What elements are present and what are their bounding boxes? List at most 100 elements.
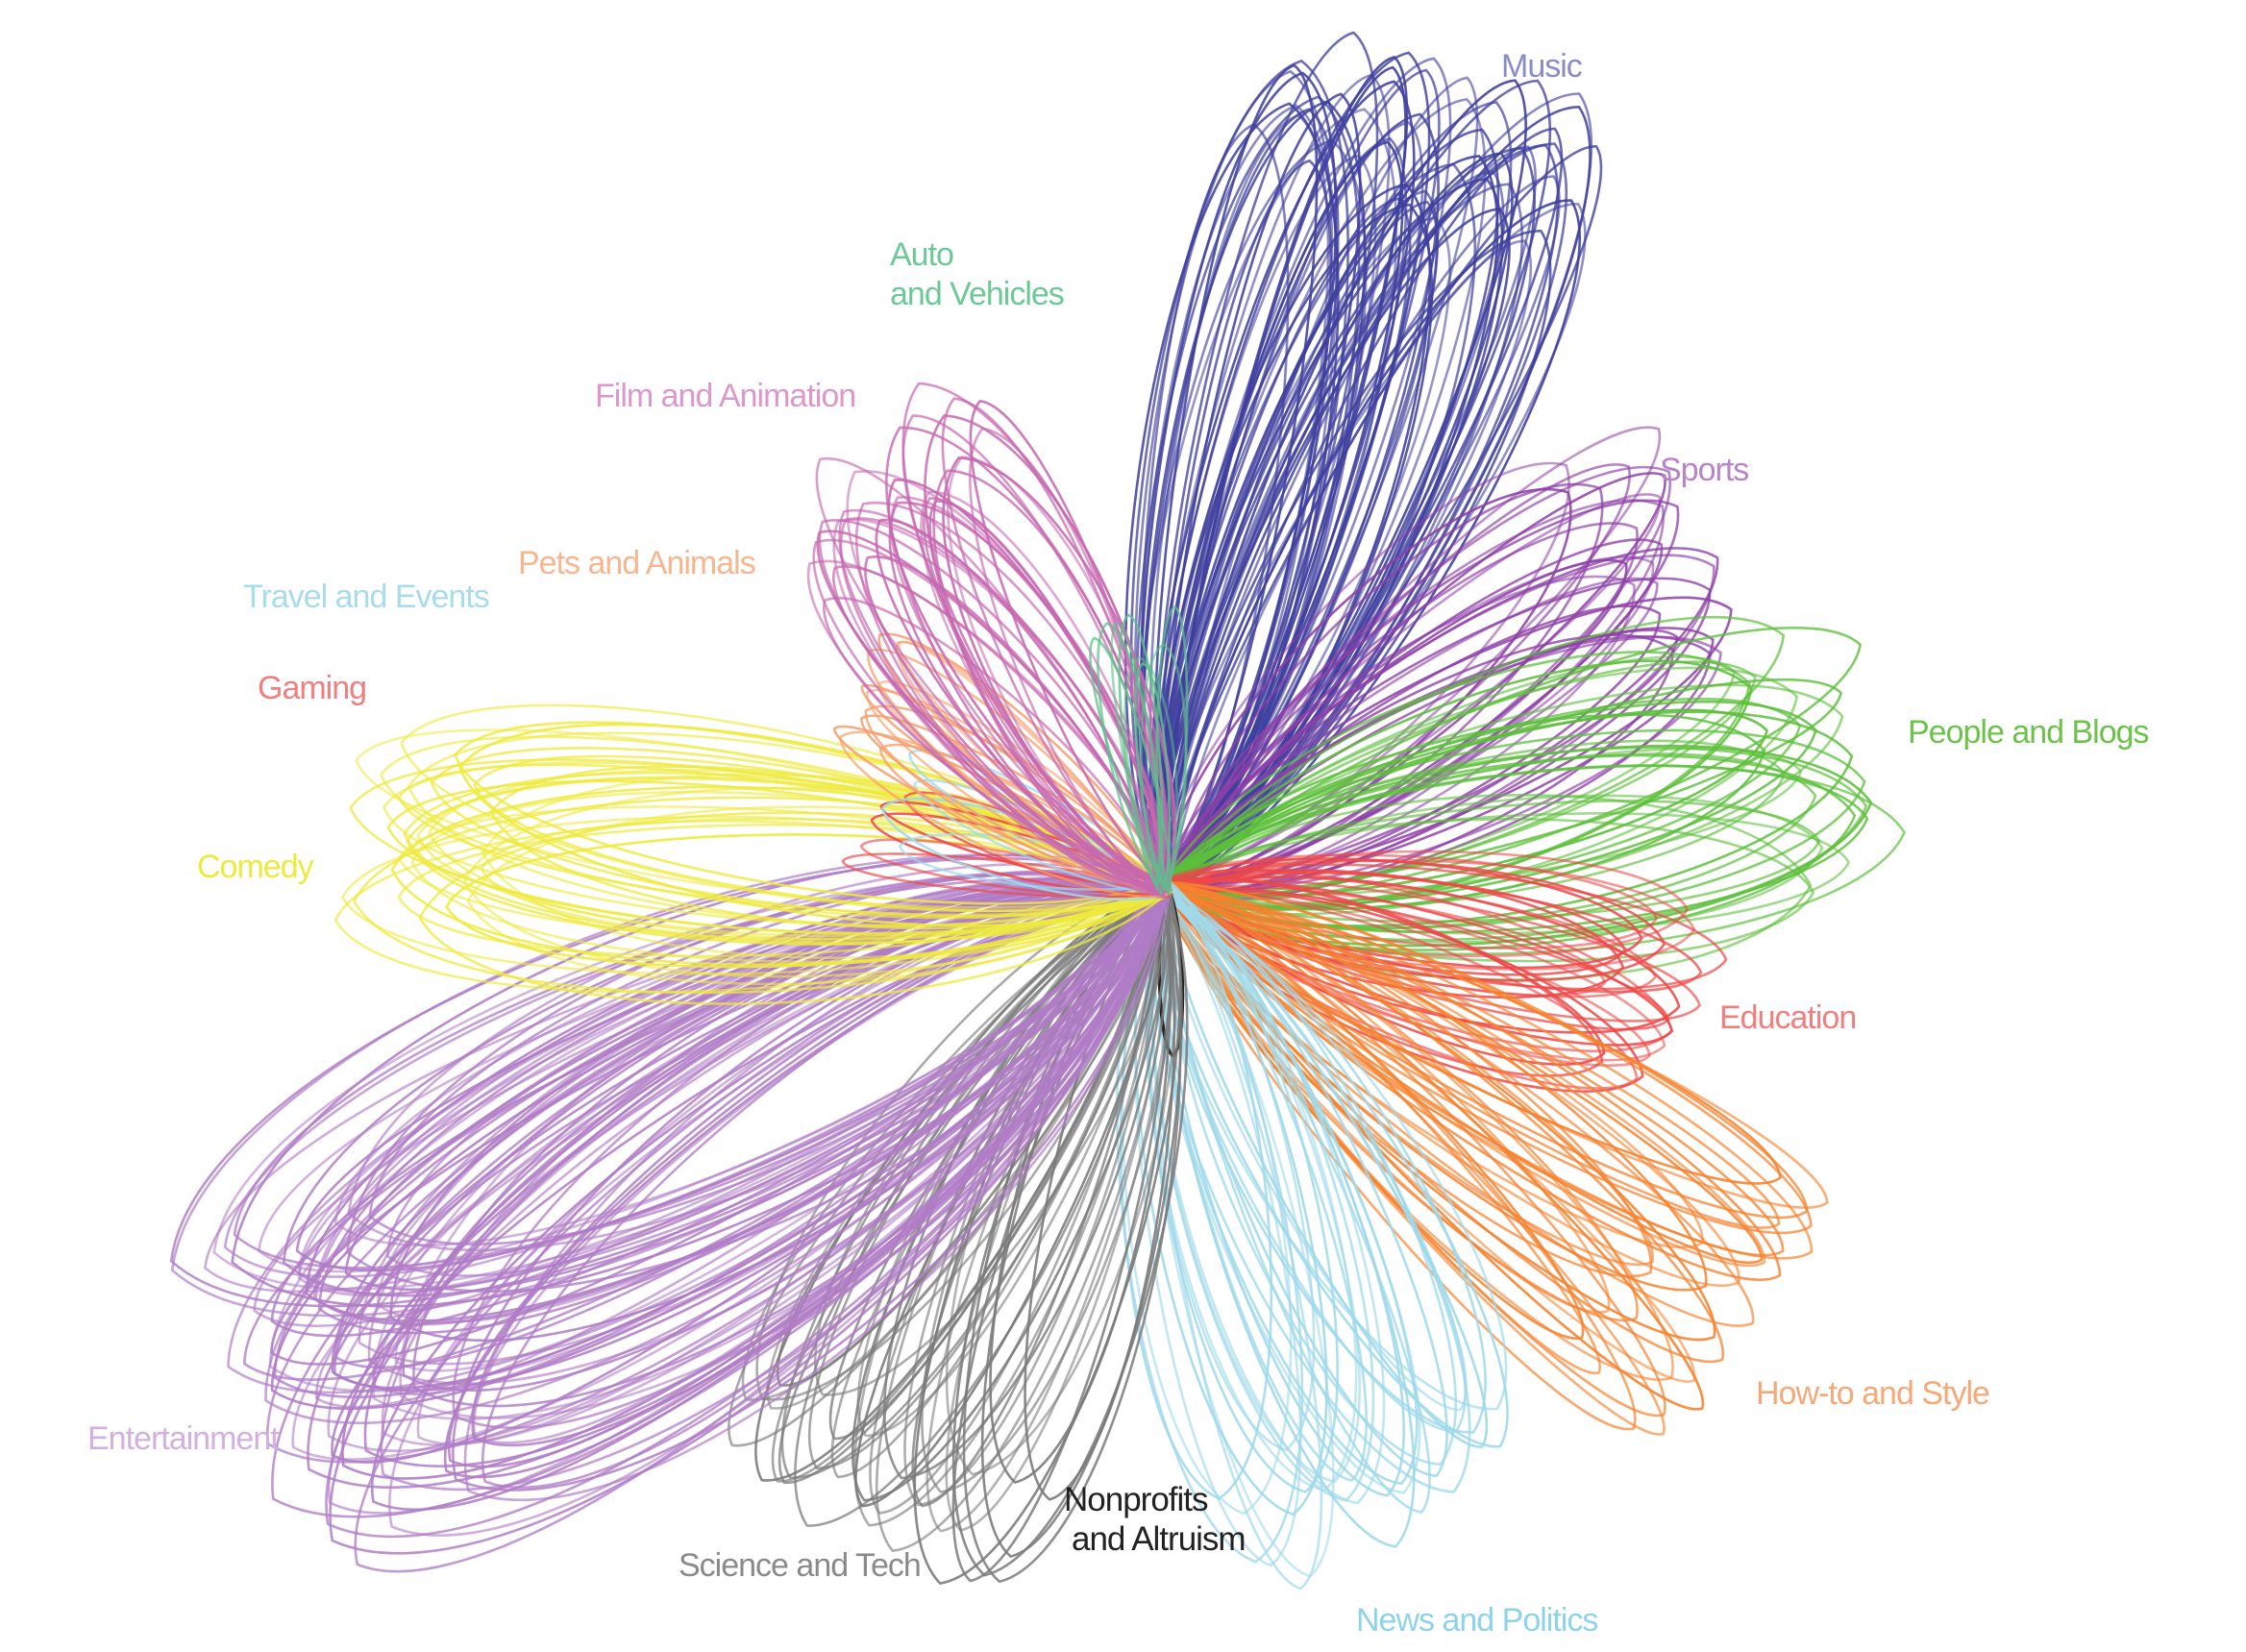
loop-how-to-and-style [1157, 880, 1637, 1431]
loop-comedy [397, 823, 1170, 958]
loop-education [1154, 863, 1728, 991]
loop-how-to-and-style [1160, 883, 1601, 1374]
loop-music [1153, 197, 1412, 885]
loop-how-to-and-style [1162, 881, 1813, 1235]
petal-entertainment [169, 853, 1172, 1573]
loop-people-and-blogs [1153, 678, 1843, 895]
loop-entertainment [212, 874, 1161, 1291]
loop-music [1140, 104, 1338, 892]
loop-gaming [870, 812, 1172, 896]
loop-how-to-and-style [1166, 880, 1724, 1364]
label-sports: Sports [1660, 452, 1749, 488]
loop-science-and-tech [945, 881, 1178, 1476]
loop-film-and-animation [924, 414, 1167, 895]
loop-people-and-blogs [1155, 746, 1868, 942]
label-travel-and-events: Travel and Events [243, 579, 490, 615]
loop-education [1155, 853, 1659, 949]
label-comedy: Comedy [197, 849, 314, 885]
loop-news-and-politics [1160, 890, 1468, 1412]
label-news-and-politics: News and Politics [1356, 1602, 1598, 1639]
loop-music [1154, 144, 1603, 896]
label-entertainment: Entertainment [87, 1420, 280, 1457]
loop-science-and-tech [913, 881, 1182, 1585]
loop-entertainment [463, 885, 1172, 1502]
loop-sports [1165, 522, 1639, 891]
loop-sports [1156, 493, 1661, 887]
loop-news-and-politics [1121, 893, 1293, 1516]
loop-comedy [397, 763, 1173, 917]
label-film-and-animation: Film and Animation [595, 378, 856, 414]
loop-music [1161, 229, 1552, 897]
loop-science-and-tech [728, 881, 1167, 1447]
loop-comedy [473, 754, 1172, 913]
loop-auto-and-vehicles [1118, 613, 1164, 893]
loop-entertainment [233, 877, 1160, 1270]
loop-music [1153, 57, 1452, 891]
loop-film-and-animation [920, 490, 1164, 888]
loop-entertainment [388, 890, 1163, 1537]
loop-sports [1159, 575, 1636, 891]
label-pets-and-animals: Pets and Animals [518, 545, 756, 581]
loop-entertainment [169, 856, 1168, 1308]
loop-sports [1167, 499, 1665, 896]
loop-news-and-politics [1161, 894, 1487, 1434]
label-science-and-tech: Science and Tech [679, 1547, 922, 1584]
label-gaming: Gaming [258, 670, 367, 706]
label-auto-and-vehicles: Auto and Vehicles [890, 235, 1065, 314]
loop-comedy [380, 735, 1159, 920]
loop-film-and-animation [838, 508, 1167, 898]
loop-education [1161, 869, 1625, 999]
loop-music [1163, 121, 1424, 889]
loop-entertainment [243, 883, 1170, 1381]
loop-news-and-politics [1165, 888, 1457, 1467]
loop-news-and-politics [1167, 889, 1448, 1478]
loop-film-and-animation [969, 427, 1164, 894]
loop-news-and-politics [1153, 885, 1509, 1448]
loop-gaming [859, 838, 1162, 899]
loop-sports [1159, 635, 1722, 893]
petal-how-to-and-style [1152, 879, 1829, 1436]
loop-comedy [407, 731, 1160, 927]
loop-how-to-and-style [1163, 889, 1755, 1327]
petal-film-and-animation [806, 382, 1177, 899]
loop-how-to-and-style [1154, 879, 1766, 1268]
loop-science-and-tech [814, 892, 1172, 1396]
loop-entertainment [331, 892, 1160, 1464]
label-line: and Vehicles [890, 276, 1065, 312]
loop-news-and-politics [1150, 892, 1471, 1493]
loop-how-to-and-style [1164, 880, 1782, 1281]
loop-comedy [353, 796, 1172, 995]
label-line: and Altruism [1072, 1520, 1246, 1558]
loop-entertainment [372, 887, 1168, 1420]
loop-how-to-and-style [1166, 891, 1814, 1260]
loop-music [1169, 199, 1582, 896]
loop-how-to-and-style [1152, 884, 1696, 1383]
loop-pets-and-animals [877, 632, 1167, 884]
label-nonprofits-and-altruism: Nonprofits and Altruism [1064, 1480, 1246, 1559]
loop-comedy [355, 728, 1160, 909]
petal-auto-and-vehicles [1089, 605, 1189, 899]
loop-film-and-animation [864, 555, 1166, 898]
label-people-and-blogs: People and Blogs [1908, 714, 2150, 751]
loop-comedy [400, 703, 1167, 913]
loop-film-and-animation [901, 382, 1175, 894]
label-education: Education [1719, 999, 1857, 1036]
loop-music [1139, 71, 1338, 887]
loop-news-and-politics [1155, 893, 1508, 1411]
loop-entertainment [333, 889, 1168, 1369]
loop-pets-and-animals [859, 714, 1172, 891]
loop-education [1167, 871, 1627, 976]
loop-film-and-animation [941, 397, 1166, 894]
loop-science-and-tech [853, 880, 1160, 1527]
loop-comedy [418, 811, 1167, 1005]
loop-education [1155, 888, 1651, 1067]
label-music: Music [1501, 48, 1583, 85]
loop-music [1134, 69, 1334, 897]
loop-comedy [333, 817, 1169, 994]
loop-auto-and-vehicles [1123, 655, 1178, 885]
loop-film-and-animation [806, 559, 1167, 885]
loop-entertainment [347, 862, 1165, 1252]
loop-auto-and-vehicles [1155, 605, 1189, 894]
loop-people-and-blogs [1153, 764, 1906, 956]
